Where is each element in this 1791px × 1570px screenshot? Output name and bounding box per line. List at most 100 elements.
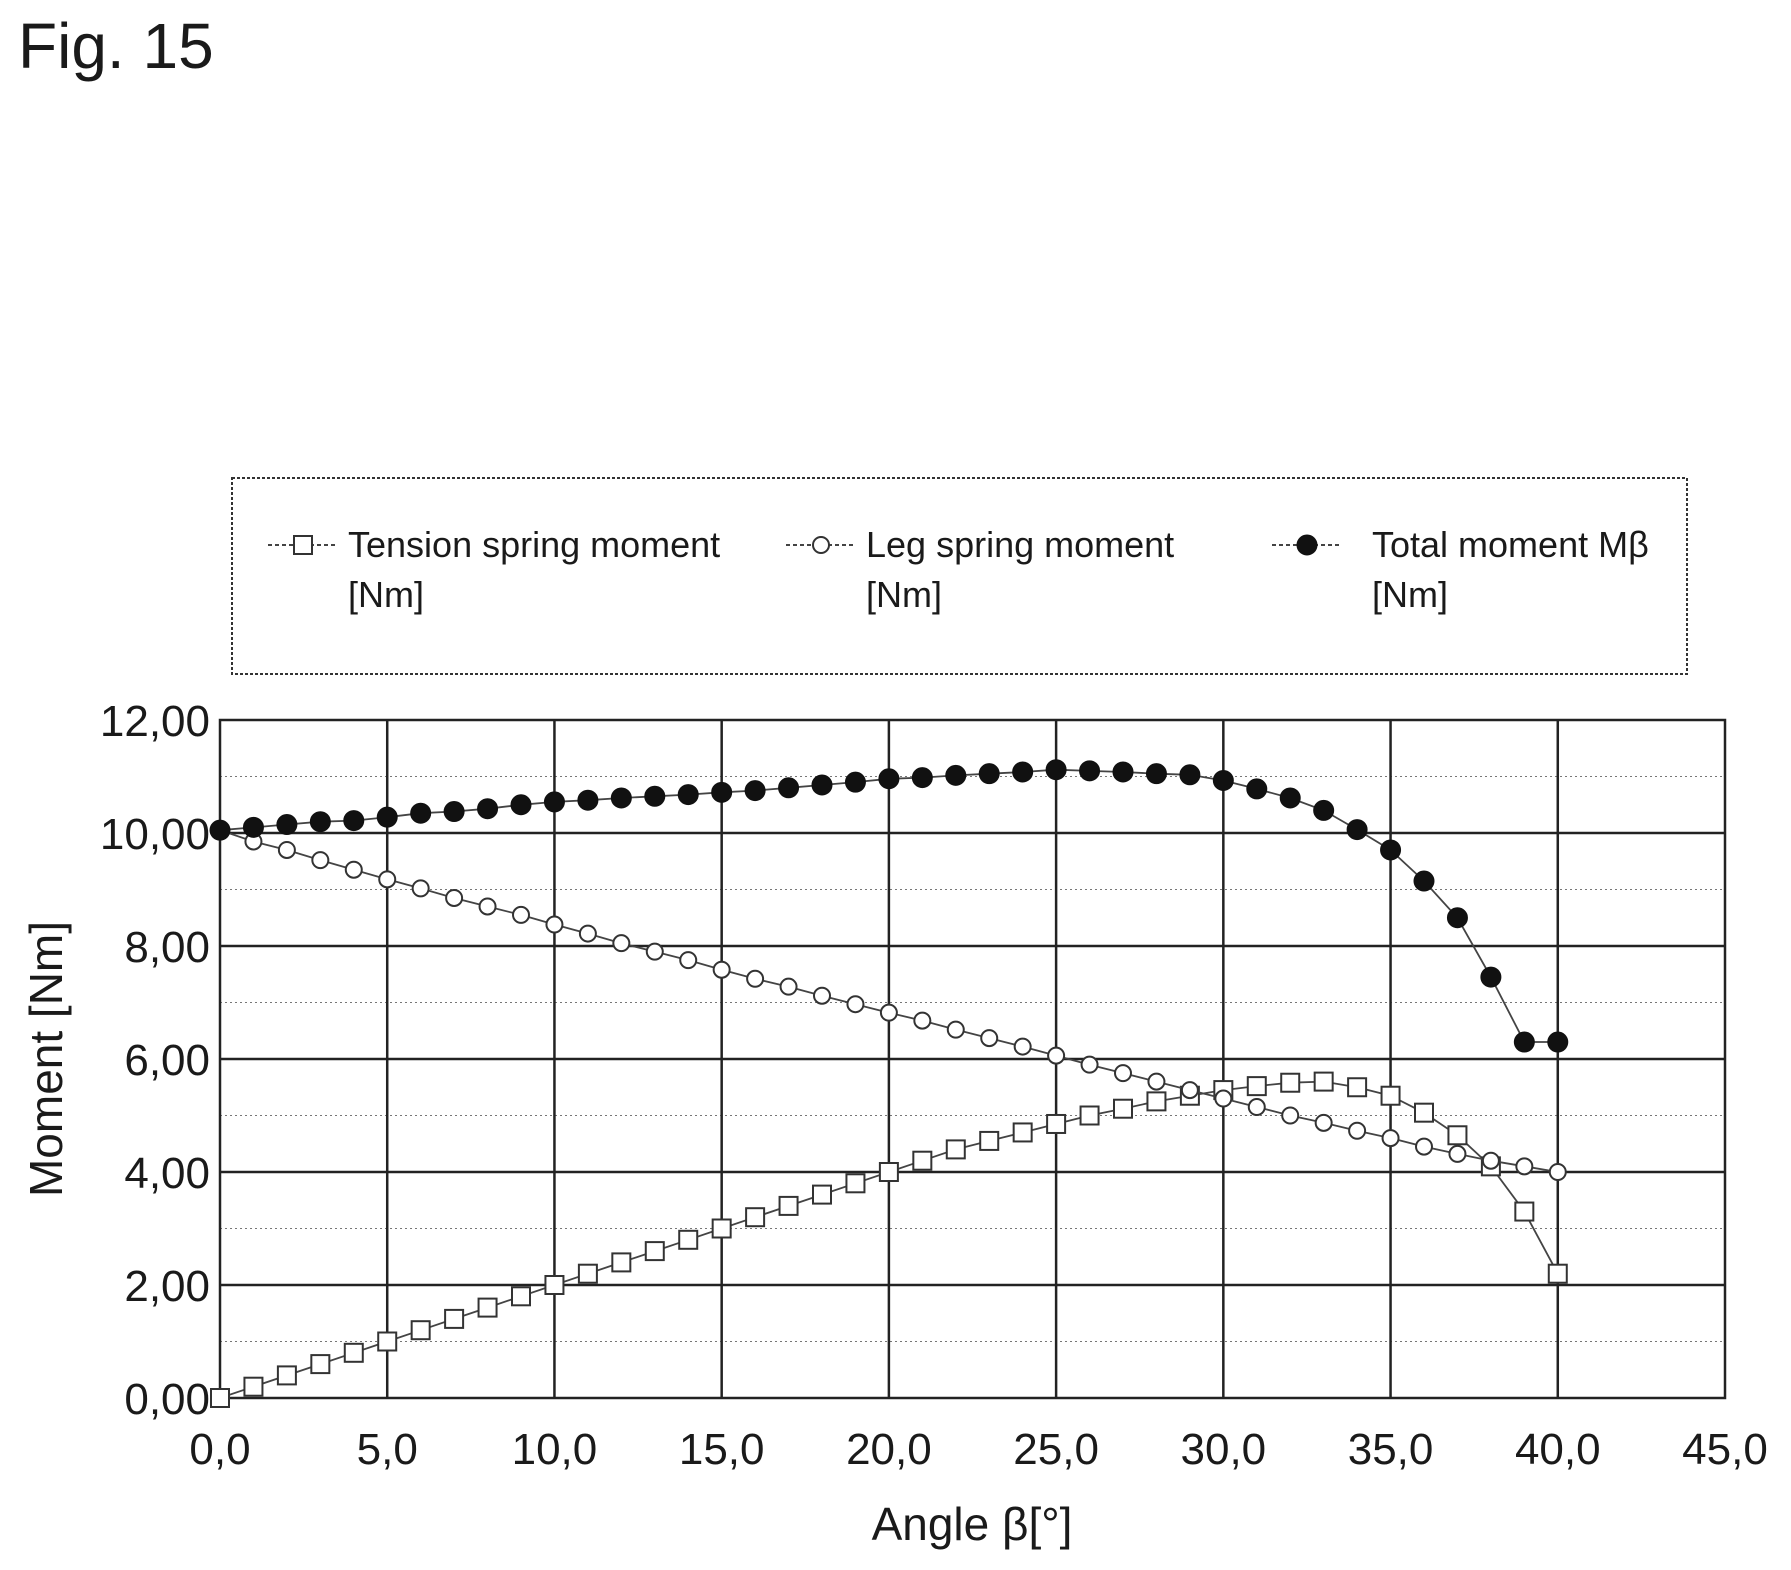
data-point (612, 934, 631, 953)
x-tick-label: 0,0 (189, 1425, 250, 1474)
legend-entry-3: Total moment Mβ [Nm] (1272, 524, 1649, 615)
data-point (512, 905, 530, 924)
data-point (1414, 1102, 1434, 1123)
y-tick-label: 2,00 (124, 1262, 210, 1311)
data-point (410, 1320, 431, 1341)
data-point (1113, 1098, 1133, 1119)
legend-label: Leg spring moment (866, 524, 1174, 565)
data-point (644, 785, 666, 807)
data-point (242, 816, 264, 838)
data-point (846, 995, 865, 1014)
data-point (343, 1342, 364, 1363)
data-point (411, 879, 430, 898)
data-point (845, 1173, 866, 1194)
y-tick-label: 12,00 (100, 697, 210, 746)
legend-entry-2: Leg spring moment [Nm] (786, 524, 1174, 615)
y-tick-label: 10,00 (100, 810, 210, 859)
grid (220, 720, 1725, 1398)
data-point (1012, 761, 1034, 783)
data-point (980, 1029, 999, 1048)
data-point (1246, 778, 1268, 800)
data-point (1381, 1129, 1400, 1148)
data-point (1347, 1077, 1368, 1098)
data-point (1514, 1201, 1535, 1222)
figure-label: Fig. 15 (18, 10, 214, 82)
data-point (1146, 1091, 1167, 1112)
data-point (1212, 769, 1234, 791)
legend-label: Tension spring moment (348, 524, 720, 565)
plot-area (209, 718, 1727, 1408)
x-axis-title: Angle β[°] (872, 1498, 1073, 1550)
data-point (812, 1184, 832, 1205)
data-point (611, 1252, 632, 1273)
data-point (778, 777, 800, 799)
legend-marker (1296, 534, 1318, 556)
legend: Tension spring moment[Nm] Leg spring mome… (231, 477, 1688, 675)
data-point (544, 1275, 565, 1295)
data-point (477, 798, 499, 820)
data-point (378, 870, 397, 889)
data-point (377, 1331, 398, 1352)
data-point (677, 784, 699, 806)
data-point (1145, 763, 1167, 785)
x-tick-label: 30,0 (1181, 1425, 1267, 1474)
data-point (209, 819, 231, 841)
data-point (1214, 1089, 1233, 1108)
data-point (1114, 1064, 1132, 1083)
data-point (1513, 1031, 1535, 1053)
data-point (478, 897, 497, 916)
x-tick-label: 40,0 (1515, 1425, 1601, 1474)
data-point (510, 794, 532, 816)
data-point (945, 764, 967, 786)
data-point (945, 1139, 966, 1160)
data-point (1047, 1046, 1066, 1065)
data-point (1515, 1157, 1534, 1176)
data-point (1313, 799, 1335, 821)
data-point (1013, 1037, 1032, 1056)
data-point (912, 1150, 933, 1171)
legend-marker (293, 535, 313, 555)
data-point (410, 802, 432, 824)
data-point (1246, 1076, 1267, 1097)
legend-items: Tension spring moment[Nm] Leg spring mome… (268, 524, 1649, 615)
data-point (813, 986, 831, 1005)
x-tick-label: 35,0 (1348, 1425, 1434, 1474)
data-point (1481, 1151, 1500, 1170)
data-point (276, 814, 298, 836)
data-point (878, 1162, 899, 1182)
x-tick-label: 5,0 (357, 1425, 418, 1474)
data-point (679, 951, 698, 970)
data-point (578, 924, 597, 943)
data-point (711, 1218, 732, 1239)
data-point (1480, 966, 1502, 988)
legend-entry-1: Tension spring moment [Nm] (268, 524, 720, 615)
data-point (1079, 760, 1101, 782)
data-point (1314, 1113, 1333, 1132)
data-point (545, 915, 564, 934)
y-axis-title: Moment [Nm] (20, 921, 72, 1197)
data-point (210, 1388, 230, 1408)
x-tick-label: 45,0 (1682, 1425, 1768, 1474)
x-tick-label: 15,0 (679, 1425, 765, 1474)
data-point (911, 767, 933, 789)
data-point (1380, 839, 1402, 861)
data-point (644, 1241, 665, 1262)
data-point (1045, 759, 1067, 781)
data-point (1247, 1098, 1266, 1117)
data-point (445, 888, 464, 907)
data-point (1281, 1106, 1300, 1125)
data-point (978, 763, 1000, 785)
data-point (1147, 1072, 1166, 1091)
data-point (946, 1020, 965, 1039)
series-layer (209, 759, 1569, 1408)
data-point (1079, 1105, 1100, 1126)
data-point (878, 768, 900, 790)
data-point (746, 969, 765, 988)
data-point (344, 860, 363, 879)
data-point (443, 801, 465, 823)
data-point (1112, 761, 1134, 783)
data-point (711, 781, 733, 803)
data-point (310, 1354, 331, 1375)
data-point (879, 1003, 898, 1022)
legend-frame (231, 477, 1688, 675)
